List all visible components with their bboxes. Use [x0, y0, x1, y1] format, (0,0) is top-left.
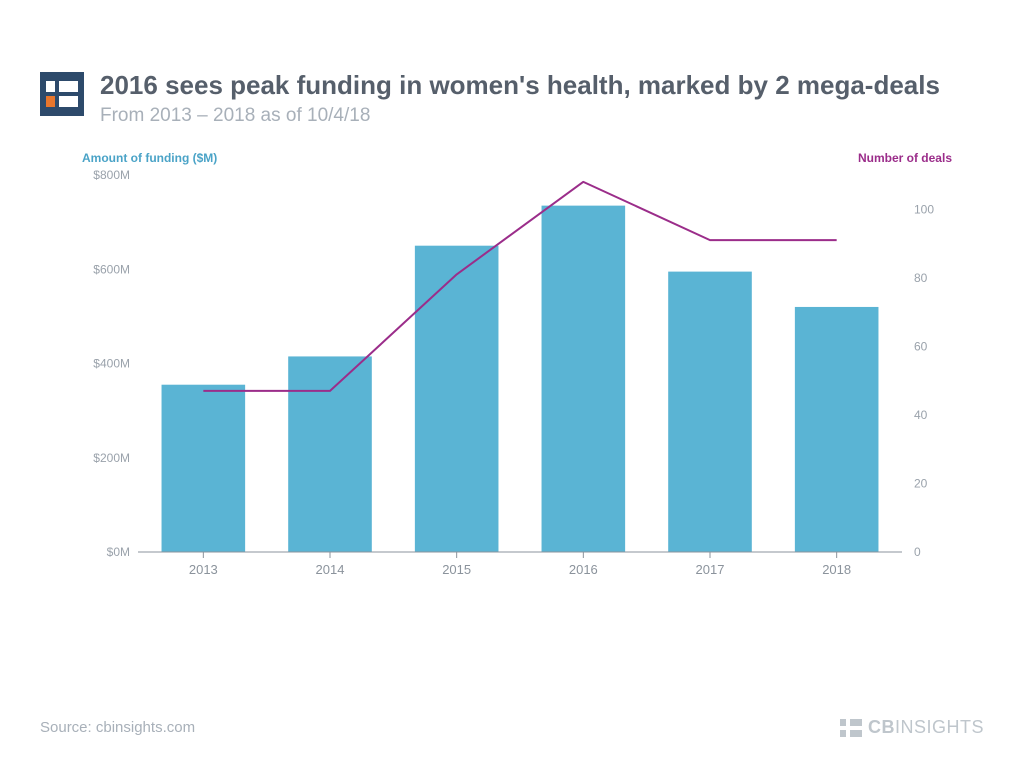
y-right-axis-label: Number of deals — [858, 151, 952, 165]
y-right-tick-label: 0 — [914, 545, 921, 559]
y-left-tick-label: $800M — [93, 168, 130, 182]
chart-subtitle: From 2013 – 2018 as of 10/4/18 — [100, 105, 940, 127]
y-left-tick-label: $0M — [107, 545, 130, 559]
x-tick-label: 2018 — [822, 562, 851, 577]
bar — [542, 206, 626, 552]
chart-header: 2016 sees peak funding in women's health… — [40, 70, 984, 127]
chart-title: 2016 sees peak funding in women's health… — [100, 70, 940, 101]
y-right-tick-label: 60 — [914, 340, 928, 354]
brand-mark-icon — [840, 719, 862, 737]
bar — [795, 307, 879, 552]
x-tick-label: 2016 — [569, 562, 598, 577]
bar — [288, 357, 372, 553]
combo-chart: $0M $200M $400M $600M $800M 0 20 40 60 80 100 2013 2… — [90, 157, 940, 577]
y-left-tick-label: $400M — [93, 357, 130, 371]
bar — [415, 246, 499, 552]
y-right-tick-label: 100 — [914, 202, 934, 216]
y-right-tick-label: 80 — [914, 271, 928, 285]
y-left-axis-label: Amount of funding ($M) — [82, 151, 217, 165]
x-tick-label: 2017 — [696, 562, 725, 577]
bar — [668, 272, 752, 552]
y-left-tick-label: $200M — [93, 451, 130, 465]
cbinsights-logo-icon — [40, 72, 84, 116]
bar — [162, 385, 246, 552]
x-tick-label: 2015 — [442, 562, 471, 577]
x-tick-label: 2013 — [189, 562, 218, 577]
y-left-tick-label: $600M — [93, 262, 130, 276]
y-right-tick-label: 40 — [914, 408, 928, 422]
source-attribution: Source: cbinsights.com — [40, 719, 195, 736]
y-right-tick-label: 20 — [914, 477, 928, 491]
cbinsights-wordmark: CBINSIGHTS — [840, 717, 984, 738]
x-tick-label: 2014 — [316, 562, 345, 577]
chart-area: Amount of funding ($M) Number of deals $… — [90, 157, 944, 582]
